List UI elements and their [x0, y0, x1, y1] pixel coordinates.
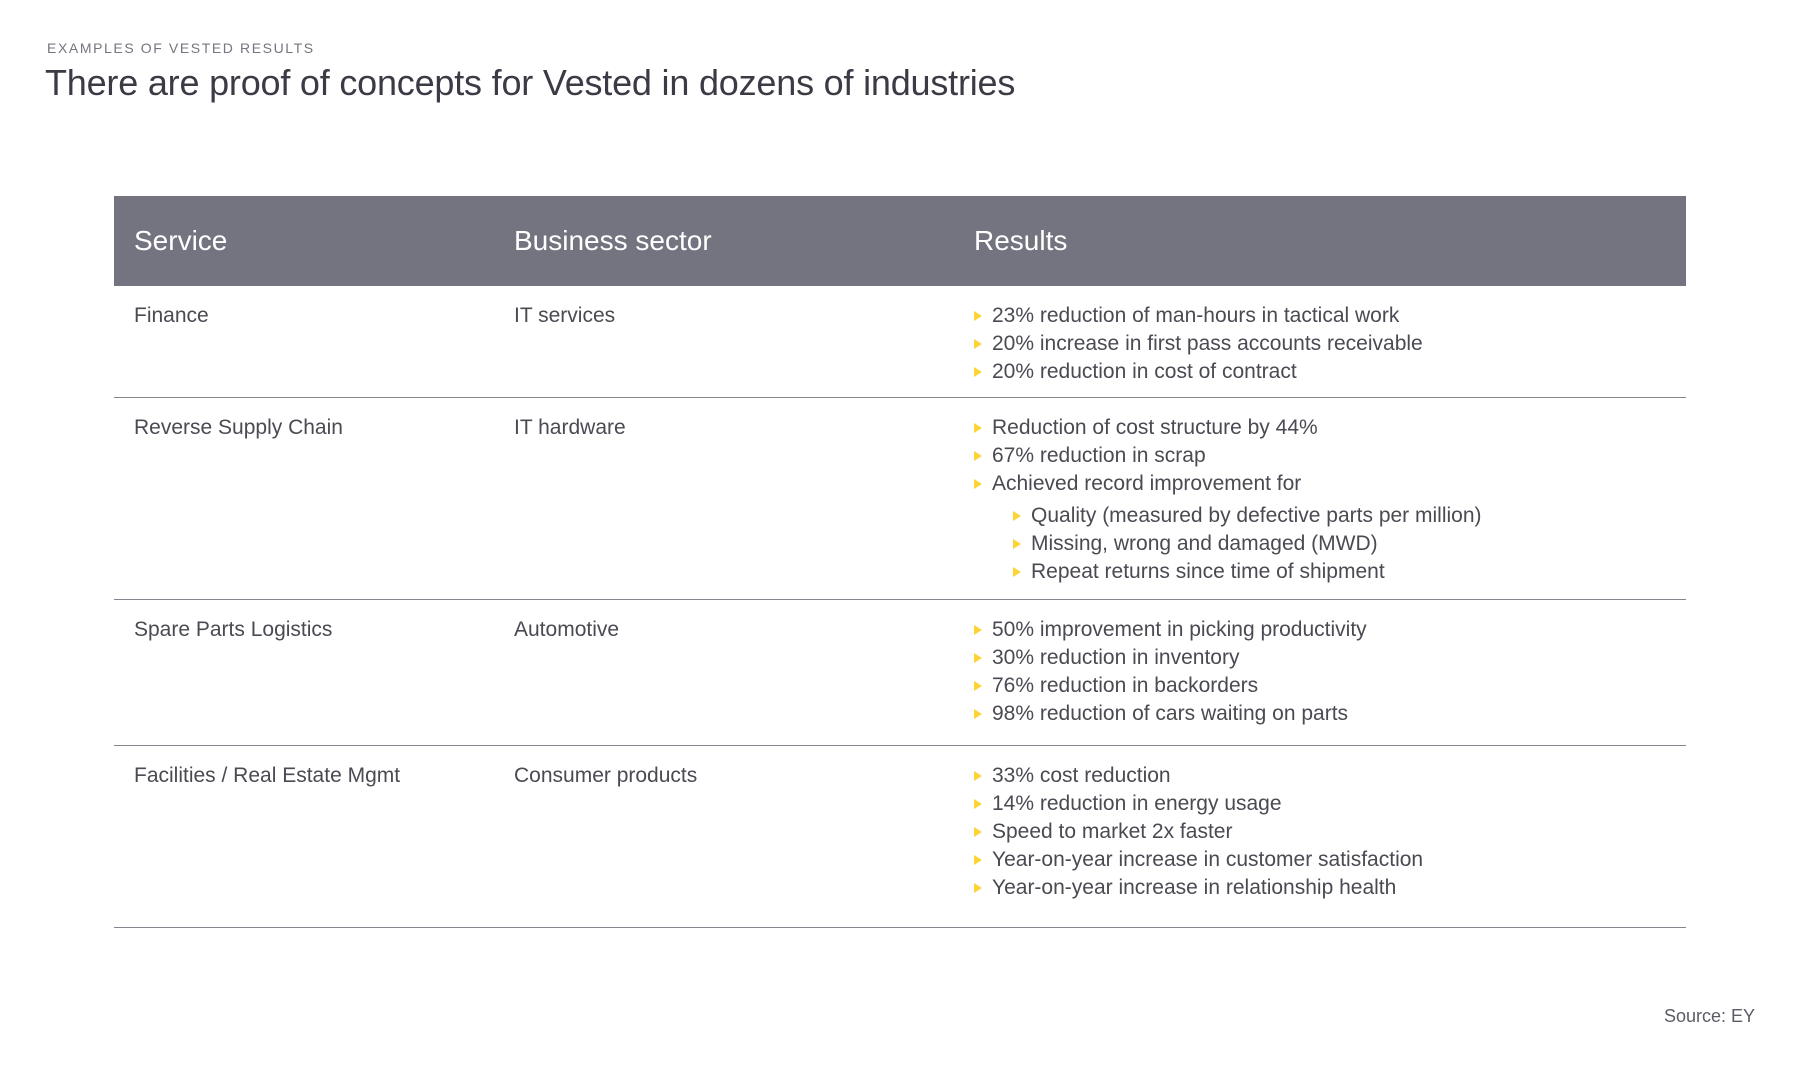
triangle-bullet-icon [974, 451, 982, 461]
result-text: 76% reduction in backorders [992, 674, 1259, 697]
result-text: Reduction of cost structure by 44% [992, 416, 1318, 439]
results-cell: 33% cost reduction 14% reduction in ener… [974, 762, 1686, 927]
result-item: Repeat returns since time of shipment [1013, 558, 1686, 586]
source-note: Source: EY [1663, 1006, 1755, 1026]
triangle-bullet-icon [1013, 511, 1021, 521]
triangle-bullet-icon [974, 681, 982, 691]
result-item: Speed to market 2x faster [974, 818, 1686, 846]
result-text: 50% improvement in picking productivity [992, 618, 1367, 641]
eyebrow-label: EXAMPLES OF VESTED RESULTS [47, 40, 315, 56]
result-item: 33% cost reduction [974, 762, 1686, 790]
result-text: 67% reduction in scrap [992, 444, 1206, 467]
result-item: 30% reduction in inventory [974, 644, 1686, 672]
result-item: Quality (measured by defective parts per… [1013, 502, 1686, 530]
result-text: Repeat returns since time of shipment [1031, 560, 1385, 583]
result-text: Achieved record improvement for [992, 472, 1302, 495]
triangle-bullet-icon [1013, 539, 1021, 549]
triangle-bullet-icon [974, 625, 982, 635]
result-text: Speed to market 2x faster [992, 820, 1233, 843]
results-table: Service Business sector Results Finance … [114, 196, 1686, 928]
triangle-bullet-icon [974, 883, 982, 893]
result-item: Reduction of cost structure by 44% [974, 414, 1686, 442]
table-header-row: Service Business sector Results [114, 196, 1686, 286]
triangle-bullet-icon [974, 771, 982, 781]
result-item: 67% reduction in scrap [974, 442, 1686, 470]
service-cell: Finance [134, 304, 209, 327]
results-list: Reduction of cost structure by 44% 67% r… [974, 414, 1686, 586]
result-text: 98% reduction of cars waiting on parts [992, 702, 1349, 725]
triangle-bullet-icon [974, 799, 982, 809]
table-row: Facilities / Real Estate Mgmt Consumer p… [114, 746, 1686, 928]
result-text: 30% reduction in inventory [992, 646, 1240, 669]
triangle-bullet-icon [974, 479, 982, 489]
result-item: 23% reduction of man-hours in tactical w… [974, 302, 1686, 330]
result-item: 98% reduction of cars waiting on parts [974, 700, 1686, 728]
triangle-bullet-icon [974, 855, 982, 865]
result-item: 50% improvement in picking productivity [974, 616, 1686, 644]
results-list: 33% cost reduction 14% reduction in ener… [974, 762, 1686, 902]
result-item: Year-on-year increase in customer satisf… [974, 846, 1686, 874]
result-text: 33% cost reduction [992, 764, 1171, 787]
result-text: 20% reduction in cost of contract [992, 360, 1297, 383]
result-item: 76% reduction in backorders [974, 672, 1686, 700]
service-cell: Facilities / Real Estate Mgmt [134, 764, 401, 787]
result-item: 14% reduction in energy usage [974, 790, 1686, 818]
result-item: Achieved record improvement for Quality … [974, 470, 1686, 586]
results-cell: Reduction of cost structure by 44% 67% r… [974, 414, 1686, 599]
triangle-bullet-icon [974, 423, 982, 433]
result-text: Missing, wrong and damaged (MWD) [1031, 532, 1378, 555]
page-title: There are proof of concepts for Vested i… [45, 62, 1016, 103]
triangle-bullet-icon [974, 709, 982, 719]
results-list: 23% reduction of man-hours in tactical w… [974, 302, 1686, 386]
service-cell: Reverse Supply Chain [134, 416, 343, 439]
result-text: Year-on-year increase in customer satisf… [992, 848, 1424, 871]
result-item: 20% increase in first pass accounts rece… [974, 330, 1686, 358]
result-text: 14% reduction in energy usage [992, 792, 1282, 815]
business-sector-cell: Consumer products [514, 764, 698, 787]
result-text: 23% reduction of man-hours in tactical w… [992, 304, 1400, 327]
results-sub-list: Quality (measured by defective parts per… [1013, 502, 1686, 586]
table-body: Finance IT services 23% reduction of man… [114, 286, 1686, 928]
business-sector-cell: IT services [514, 304, 616, 327]
result-text: Quality (measured by defective parts per… [1031, 504, 1482, 527]
triangle-bullet-icon [1013, 567, 1021, 577]
service-cell: Spare Parts Logistics [134, 618, 333, 641]
business-sector-cell: Automotive [514, 618, 620, 641]
result-item: Year-on-year increase in relationship he… [974, 874, 1686, 902]
triangle-bullet-icon [974, 827, 982, 837]
result-item: 20% reduction in cost of contract [974, 358, 1686, 386]
table-row: Reverse Supply Chain IT hardware Reducti… [114, 398, 1686, 600]
table-row: Finance IT services 23% reduction of man… [114, 286, 1686, 398]
result-item: Missing, wrong and damaged (MWD) [1013, 530, 1686, 558]
column-header-business-sector: Business sector [514, 225, 712, 256]
column-header-service: Service [134, 225, 228, 256]
triangle-bullet-icon [974, 311, 982, 321]
column-header-results: Results [974, 225, 1068, 256]
business-sector-cell: IT hardware [514, 416, 626, 439]
result-text: 20% increase in first pass accounts rece… [992, 332, 1423, 355]
results-cell: 23% reduction of man-hours in tactical w… [974, 302, 1686, 397]
result-text: Year-on-year increase in relationship he… [992, 876, 1397, 899]
triangle-bullet-icon [974, 339, 982, 349]
results-list: 50% improvement in picking productivity … [974, 616, 1686, 728]
table-row: Spare Parts Logistics Automotive 50% imp… [114, 600, 1686, 746]
triangle-bullet-icon [974, 367, 982, 377]
results-cell: 50% improvement in picking productivity … [974, 616, 1686, 745]
triangle-bullet-icon [974, 653, 982, 663]
